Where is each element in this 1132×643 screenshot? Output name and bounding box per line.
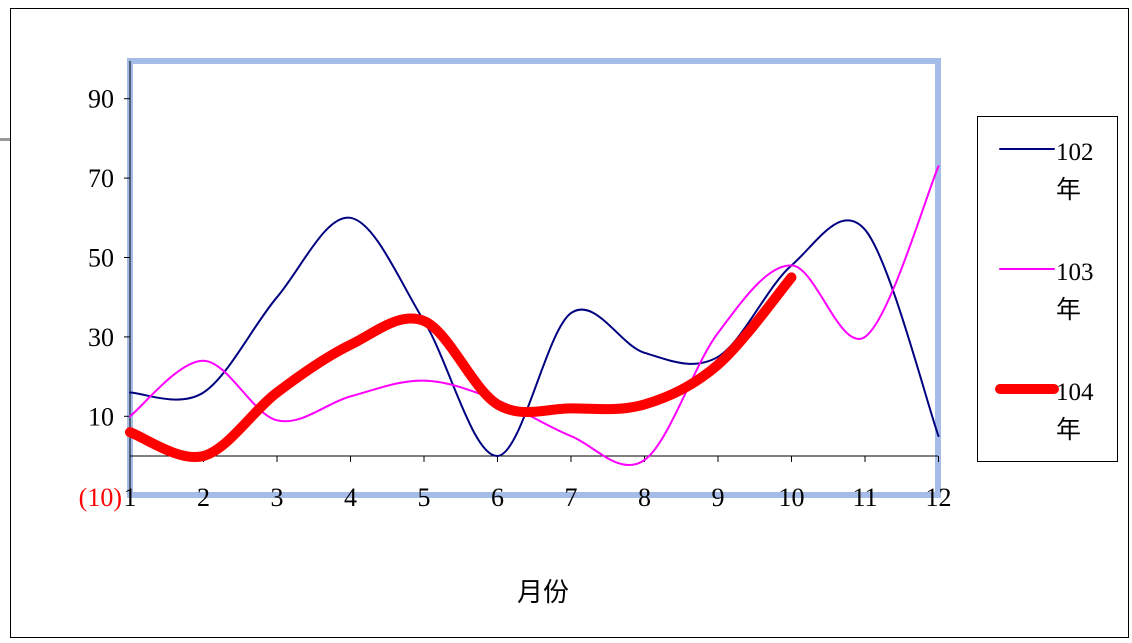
series-group [125,165,940,467]
series-line-102 [129,216,940,458]
series-line-103 [129,165,940,467]
legend: 102 年 103 年 104 年 [977,116,1118,462]
x-tick-label: 5 [418,483,431,512]
y-tick-label: 30 [88,323,114,352]
x-tick-label: 12 [926,483,952,512]
legend-label-104-line2: 年 [1056,416,1081,444]
x-tick-label: 7 [565,483,578,512]
y-tick-label: 50 [88,244,114,273]
y-tick-label: (10) [79,483,122,512]
chart-edge-marker [0,138,10,141]
legend-label-103-line2: 年 [1056,296,1081,324]
x-tick-group: 1 2 3 4 5 6 7 8 9 10 11 12 [124,456,952,512]
legend-label-103-line1: 103 [1056,259,1094,286]
x-tick-label: 1 [124,483,137,512]
y-tick-group: 90 70 50 30 10 (10) [79,85,130,512]
x-tick-label: 9 [712,483,725,512]
legend-box [977,116,1118,462]
series-line-104 [125,272,797,463]
legend-label-102-line1: 102 [1056,139,1094,166]
x-tick-label: 2 [197,483,210,512]
x-tick-label: 8 [638,483,651,512]
plot-frame [127,58,941,498]
chart-border [10,8,1129,638]
y-tick-label: 90 [88,85,114,114]
legend-label-102-line2: 年 [1056,176,1081,204]
x-tick-label: 3 [271,483,284,512]
y-tick-label: 70 [88,164,114,193]
y-tick-label: 10 [88,402,114,431]
x-tick-label: 4 [344,483,357,512]
x-tick-label: 11 [852,483,877,512]
x-tick-label: 6 [491,483,504,512]
x-tick-label: 10 [779,483,805,512]
legend-label-104-line1: 104 [1056,379,1094,406]
x-axis-title: 月份 [517,578,569,607]
